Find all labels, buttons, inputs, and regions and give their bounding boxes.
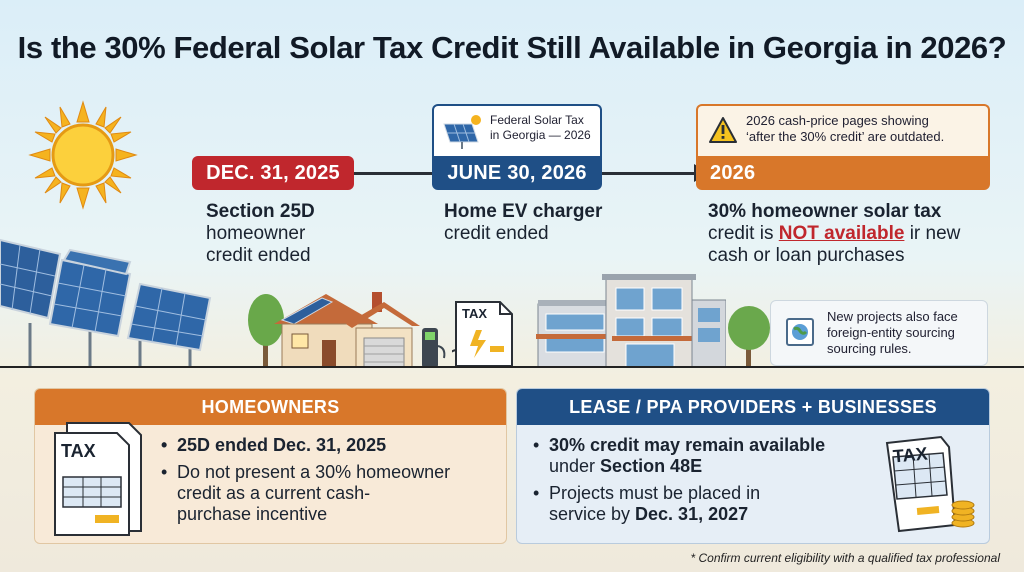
page-title: Is the 30% Federal Solar Tax Credit Stil… [17,30,1007,65]
event-text-25d: Section 25D homeowner credit ended [206,201,376,267]
list-item: Do not present a 30% homeowner credit as… [161,462,491,525]
tax-label: TAX [462,306,488,321]
warning-icon [709,117,737,143]
callout-federal-solar-tax: Federal Solar Tax in Georgia — 2026 [432,104,602,156]
sun-icon [28,100,138,210]
solar-panels-illustration [0,238,212,366]
list-item-line: Projects must be placed in [549,483,761,503]
event-line-emphasis: credit is NOT available ir new [708,223,998,245]
date-pill-2026: 2026 [696,156,990,190]
event-line: Section 25D [206,201,315,222]
list-item: 30% credit may remain available under Se… [533,435,853,477]
event-text-ev-charger: Home EV charger credit ended [444,201,644,245]
businesses-header: LEASE / PPA PROVIDERS + BUSINESSES [517,389,989,425]
list-item-text: service by [549,504,636,524]
list-item-line: 30% credit may remain available [549,435,826,455]
tree-icon [728,306,770,368]
deadline-emphasis: Dec. 31, 2027 [635,504,749,524]
commercial-building-illustration [536,274,726,368]
foreign-entity-note: New projects also face foreign-entity so… [770,300,988,366]
event-text-part: ir new [904,223,961,244]
list-item-line: under Section 48E [549,456,853,477]
section-48e-emphasis: Section 48E [600,456,703,476]
list-item-line: purchase incentive [177,504,328,524]
note-line: foreign-entity sourcing [827,325,955,340]
event-line: Home EV charger [444,201,603,222]
event-line: homeowner [206,223,306,244]
date-pill-june-2026: JUNE 30, 2026 [432,156,602,190]
homeowners-bullets: 25D ended Dec. 31, 2025 Do not present a… [161,435,491,531]
list-item-line: credit as a current cash- [177,483,371,503]
tax-label: TAX [892,443,929,467]
event-text-homeowner-credit: 30% homeowner solar tax credit is NOT av… [708,201,998,267]
note-line: New projects also face [827,309,958,324]
list-item: 25D ended Dec. 31, 2025 [161,435,491,456]
not-available-emphasis: NOT available [778,223,905,244]
note-line: sourcing rules. [827,341,912,356]
homeowners-header: HOMEOWNERS [35,389,506,425]
businesses-bullets: 30% credit may remain available under Se… [533,435,853,531]
homeowners-card: HOMEOWNERS TAX 25D ended Dec. 31, 2025 D… [34,388,507,544]
event-line: credit ended [206,245,311,266]
list-item-text: under [549,456,601,476]
tax-form-icon [54,422,142,536]
ground-line [0,366,1024,368]
callout-line: Federal Solar Tax [490,113,584,127]
footnote: * Confirm current eligibility with a qua… [690,551,1000,565]
event-line: credit ended [444,223,549,244]
event-line: 30% homeowner solar tax [708,201,942,222]
list-item-line: service by Dec. 31, 2027 [549,504,853,525]
solar-panel-icon [443,115,481,149]
ev-charger-icon [422,328,446,368]
event-text-part: credit is [708,223,779,244]
date-pill-dec-2025: DEC. 31, 2025 [192,156,354,190]
list-item-line: Do not present a 30% homeowner [177,462,451,482]
globe-document-icon [786,318,814,346]
callout-line: 2026 cash-price pages showing [746,113,929,128]
event-line: cash or loan purchases [708,245,905,266]
tax-form-with-coins-icon [885,435,975,533]
tax-label: TAX [61,441,96,461]
list-item: Projects must be placed in service by De… [533,483,853,525]
tax-document-icon [452,301,513,367]
callout-outdated-pages: 2026 cash-price pages showing ‘after the… [696,104,990,156]
tree-icon [248,294,284,368]
callout-line: in Georgia — 2026 [490,128,591,142]
callout-line: ‘after the 30% credit’ are outdated. [746,129,945,144]
house-illustration [274,292,420,368]
businesses-card: LEASE / PPA PROVIDERS + BUSINESSES 30% c… [516,388,990,544]
